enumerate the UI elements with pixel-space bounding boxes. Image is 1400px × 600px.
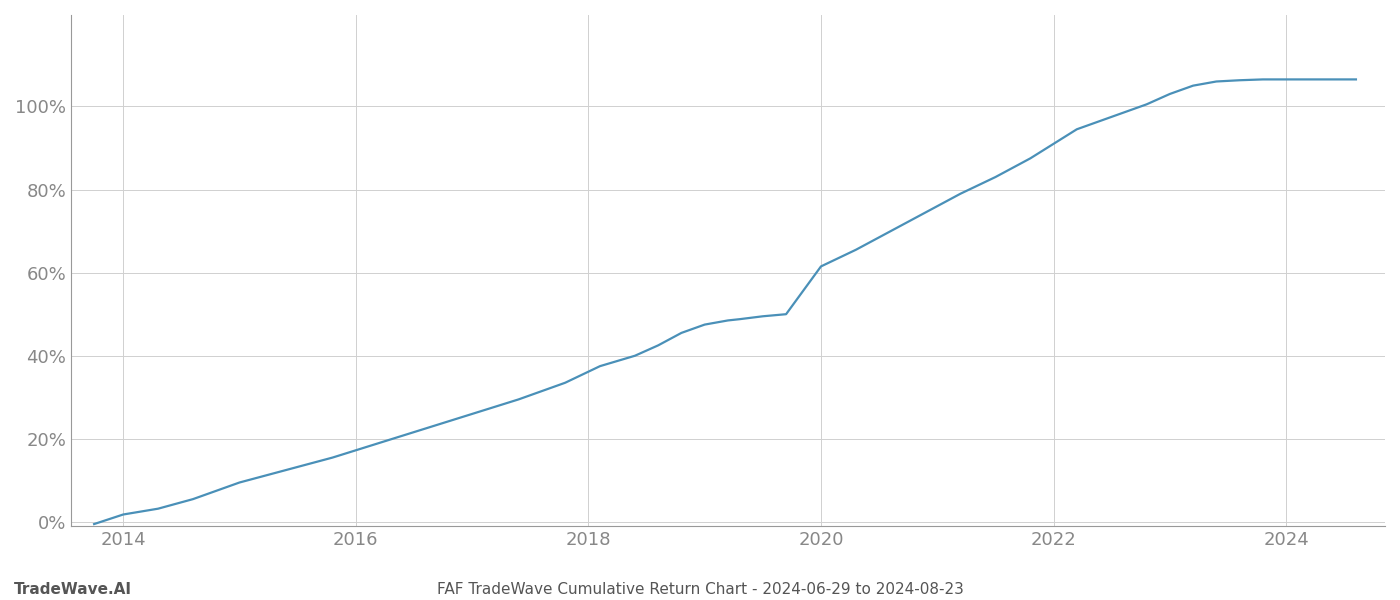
Text: FAF TradeWave Cumulative Return Chart - 2024-06-29 to 2024-08-23: FAF TradeWave Cumulative Return Chart - … [437,582,963,597]
Text: TradeWave.AI: TradeWave.AI [14,582,132,597]
